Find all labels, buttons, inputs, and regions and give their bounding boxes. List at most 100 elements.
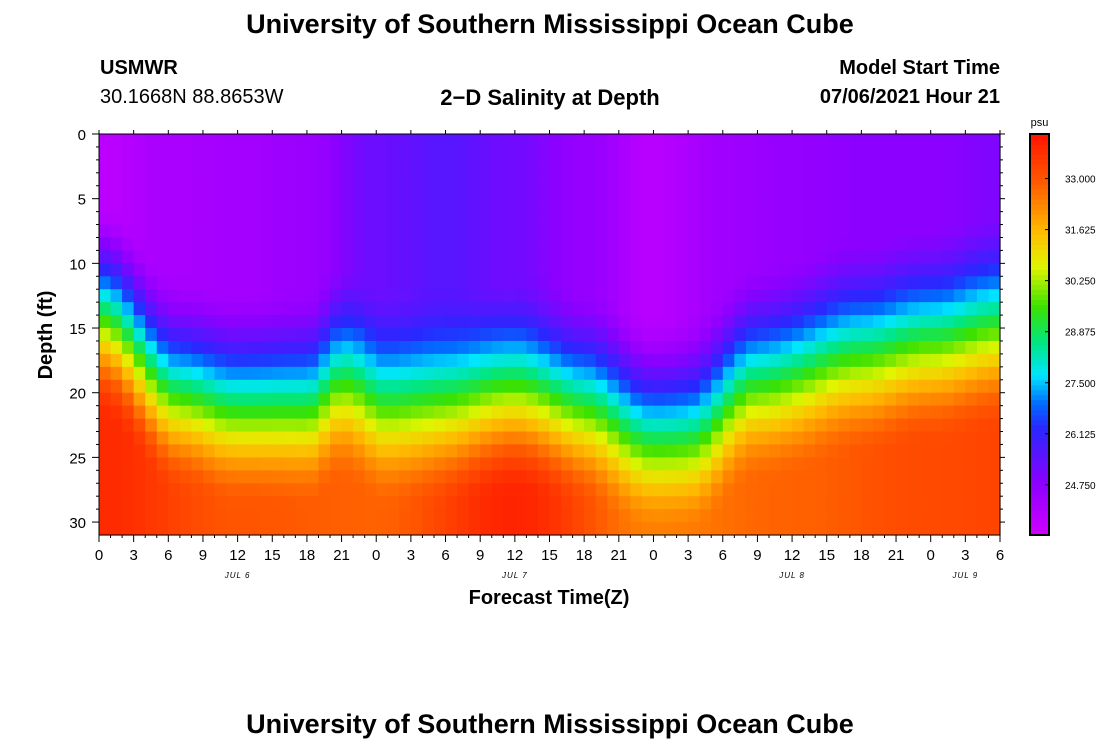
heatmap-cell xyxy=(780,418,793,433)
heatmap-cell xyxy=(745,198,759,213)
heatmap-cell xyxy=(745,509,759,523)
heatmap-cell xyxy=(849,224,862,239)
heatmap-cell xyxy=(595,224,608,239)
heatmap-cell xyxy=(260,392,273,407)
heatmap-cell xyxy=(722,315,735,329)
heatmap-cell xyxy=(676,483,689,497)
heatmap-cell xyxy=(711,198,724,213)
heatmap-cell xyxy=(353,366,366,381)
heatmap-cell xyxy=(780,134,793,148)
heatmap-cell xyxy=(260,289,273,303)
heatmap-cell xyxy=(133,431,146,446)
colorbar-segment xyxy=(1030,429,1049,436)
heatmap-cell xyxy=(156,328,169,342)
heatmap-cell xyxy=(145,522,158,536)
heatmap-cell xyxy=(699,237,712,252)
heatmap-cell xyxy=(988,470,1001,484)
heatmap-cell xyxy=(306,366,320,381)
heatmap-cell xyxy=(457,146,470,161)
heatmap-cell xyxy=(191,276,204,290)
colorbar-segment xyxy=(1030,204,1049,210)
heatmap-cell xyxy=(226,379,239,394)
heatmap-cell xyxy=(561,418,574,433)
heatmap-cell xyxy=(595,328,608,342)
heatmap-cell xyxy=(387,483,400,497)
heatmap-cell xyxy=(330,185,343,200)
heatmap-cell xyxy=(133,379,146,394)
heatmap-cell xyxy=(549,509,562,523)
heatmap-cell xyxy=(792,302,805,316)
heatmap-cell xyxy=(503,134,516,148)
heatmap-cell xyxy=(110,302,123,316)
heatmap-cell xyxy=(907,418,920,433)
heatmap-cell xyxy=(561,250,574,264)
heatmap-cell xyxy=(537,418,551,433)
heatmap-cell xyxy=(815,276,828,290)
heatmap-cell xyxy=(953,392,966,407)
heatmap-cell xyxy=(433,353,447,368)
heatmap-cell xyxy=(988,224,1001,239)
heatmap-cell xyxy=(503,289,516,303)
heatmap-cell xyxy=(641,392,655,407)
heatmap-cell xyxy=(341,224,354,239)
heatmap-cell xyxy=(133,237,146,252)
heatmap-cell xyxy=(330,366,343,381)
heatmap-cell xyxy=(745,353,759,368)
heatmap-cell xyxy=(226,315,239,329)
heatmap-cell xyxy=(699,159,712,174)
heatmap-cell xyxy=(976,418,990,433)
heatmap-cell xyxy=(953,224,966,239)
heatmap-cell xyxy=(734,328,747,342)
heatmap-cell xyxy=(226,392,239,407)
heatmap-cell xyxy=(260,224,273,239)
heatmap-cell xyxy=(191,289,204,303)
heatmap-cell xyxy=(156,263,169,277)
heatmap-cell xyxy=(665,444,678,458)
heatmap-cell xyxy=(965,444,978,458)
heatmap-cell xyxy=(156,289,169,303)
heatmap-cell xyxy=(803,496,816,510)
heatmap-cell xyxy=(688,353,701,368)
heatmap-cell xyxy=(745,366,759,381)
heatmap-cell xyxy=(884,211,897,226)
heatmap-cell xyxy=(537,366,551,381)
heatmap-cell xyxy=(572,509,585,523)
heatmap-cell xyxy=(780,146,793,161)
heatmap-cell xyxy=(618,444,631,458)
heatmap-cell xyxy=(907,185,920,200)
colorbar-segment xyxy=(1030,199,1049,205)
heatmap-cell xyxy=(249,405,262,420)
heatmap-cell xyxy=(653,366,666,381)
heatmap-cell xyxy=(584,379,597,394)
heatmap-cell xyxy=(745,250,759,264)
heatmap-cell xyxy=(919,496,932,510)
heatmap-cell xyxy=(757,353,770,368)
heatmap-cell xyxy=(480,353,493,368)
heatmap-cell xyxy=(815,431,828,446)
heatmap-cell xyxy=(838,405,851,420)
heatmap-cell xyxy=(722,328,735,342)
heatmap-cell xyxy=(965,263,978,277)
heatmap-cell xyxy=(930,237,943,252)
heatmap-cell xyxy=(942,379,955,394)
heatmap-cell xyxy=(838,211,851,226)
heatmap-cell xyxy=(872,198,886,213)
heatmap-cell xyxy=(665,457,678,471)
heatmap-cell xyxy=(410,483,424,497)
heatmap-cell xyxy=(803,198,816,213)
heatmap-cell xyxy=(122,289,135,303)
heatmap-cell xyxy=(549,353,562,368)
heatmap-cell xyxy=(561,457,574,471)
heatmap-cell xyxy=(99,418,112,433)
heatmap-cell xyxy=(792,211,805,226)
heatmap-cell xyxy=(688,418,701,433)
heatmap-cell xyxy=(376,496,389,510)
heatmap-cell xyxy=(364,483,377,497)
heatmap-cell xyxy=(214,250,227,264)
heatmap-cell xyxy=(457,159,470,174)
heatmap-cell xyxy=(919,172,932,187)
heatmap-cell xyxy=(942,146,955,161)
heatmap-cell xyxy=(607,405,620,420)
heatmap-cell xyxy=(295,146,308,161)
heatmap-cell xyxy=(872,276,886,290)
